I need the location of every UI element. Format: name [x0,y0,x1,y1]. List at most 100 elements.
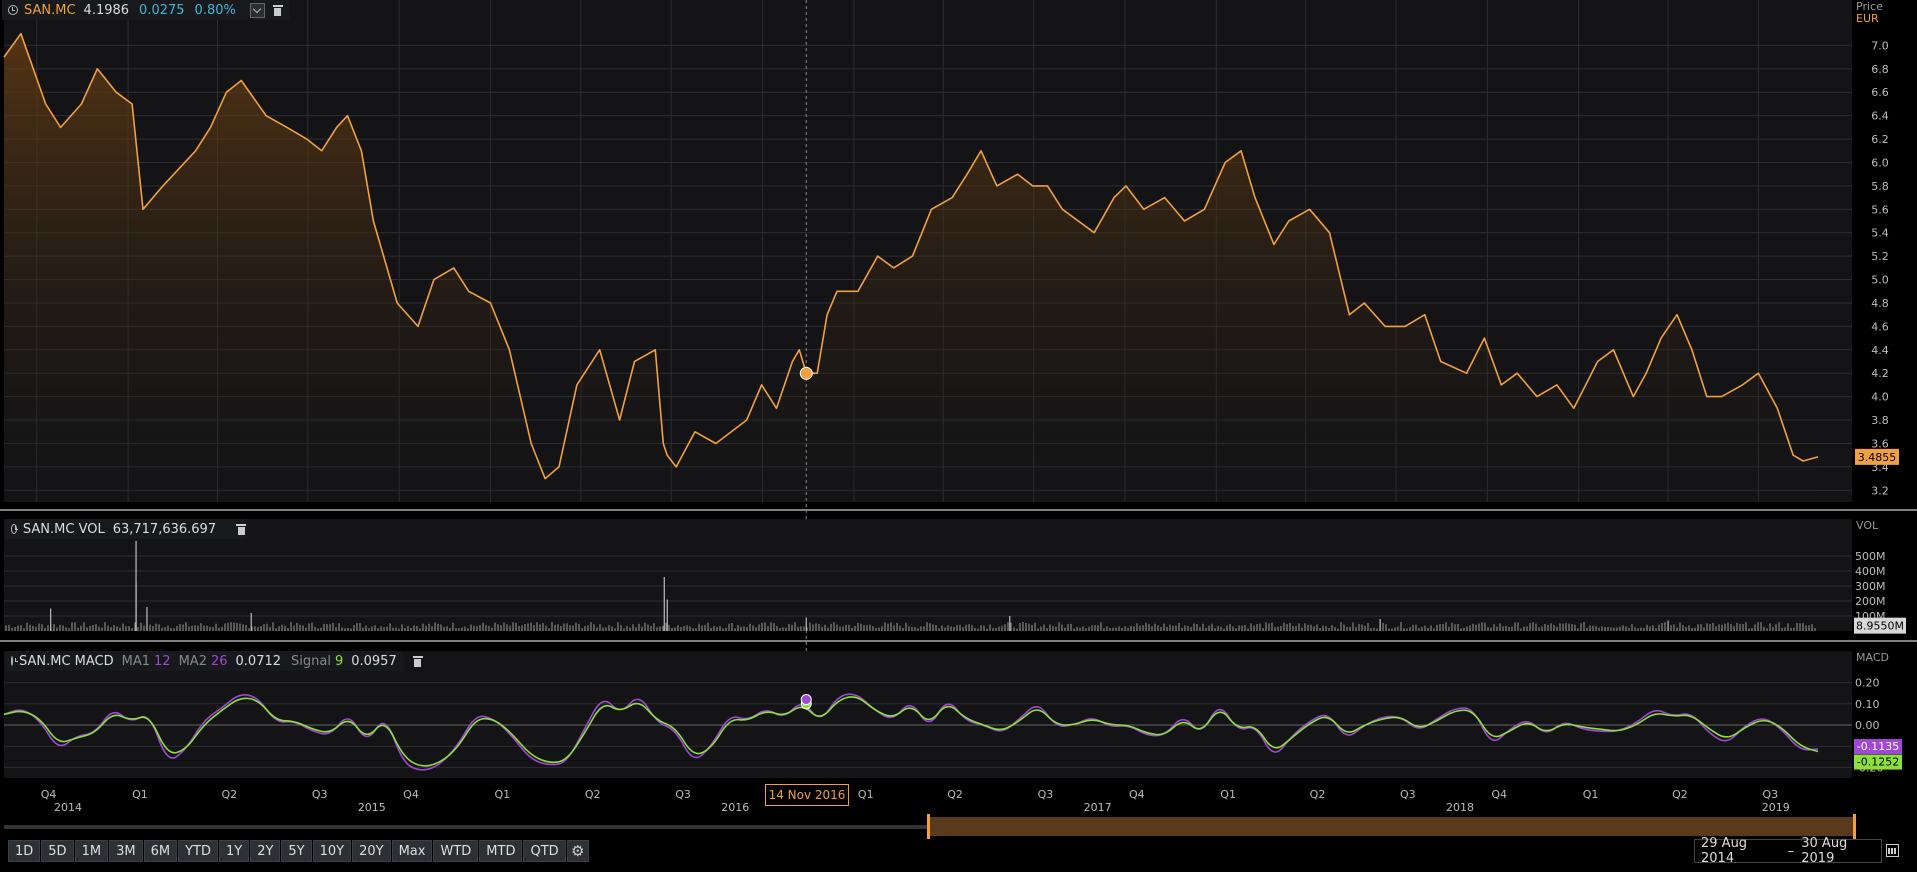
trash-icon[interactable] [272,4,283,16]
calendar-icon[interactable] [1884,841,1902,861]
period-button-20y[interactable]: 20Y [352,840,391,862]
macd-tick-label: 0.00 [1855,719,1880,732]
signal-value: 0.0957 [351,653,397,669]
quarter-tick-label: Q3 [675,788,691,801]
macd-label: SAN.MC MACD [19,653,114,669]
period-button-5y[interactable]: 5Y [281,840,312,862]
price-tick-label: 5.6 [1871,203,1889,216]
date-range-end[interactable]: 30 Aug 2019 [1801,836,1848,866]
volume-tick-label: 400M [1855,565,1886,578]
price-value: 4.1986 [83,2,130,18]
last-signal-label: -0.1252 [1857,756,1899,769]
price-panel[interactable]: 7.0 6.8 6.6 6.4 6.2 6.0 5.8 5.6 5.4 5.2 5.0 4.8 4.6 4… [0,0,1917,778]
quarter-tick-label: Q1 [858,788,874,801]
volume-tick-label: 500M [1855,550,1886,563]
period-button-1m[interactable]: 1M [74,840,109,862]
price-tick-label: 6.6 [1871,86,1889,99]
year-tick-label: 2019 [1762,801,1790,814]
crosshair-marker [800,694,812,706]
crosshair-marker [799,366,813,380]
quarter-tick-label: Q4 [41,788,57,801]
last-volume-badge [1854,617,1906,634]
range-navigator[interactable] [4,814,1856,839]
macd-panel[interactable]: 0.200.100.00-0.10-0.20-0.1135-0.1252 [0,640,1917,778]
volume-value: 63,717,636.697 [112,521,217,537]
price-change: 0.0275 [139,2,185,18]
volume-tick-label: 200M [1855,595,1886,608]
period-button-2y[interactable]: 2Y [250,840,281,862]
last-volume-label: 8.9550M [1856,620,1904,633]
quarter-tick-label: Q2 [585,788,601,801]
price-tick-label: 3.6 [1871,437,1889,450]
price-tick-label: 5.2 [1871,250,1889,263]
price-tick-label: 6.2 [1871,133,1889,146]
price-legend[interactable]: SAN.MC 4.1986 0.0275 0.80% [2,0,289,20]
quarter-tick-label: Q1 [132,788,148,801]
date-range-separator: – [1787,843,1795,859]
price-tick-label: 4.6 [1871,320,1889,333]
date-range-field[interactable]: 29 Aug 2014 – 30 Aug 2019 [1694,836,1882,866]
crosshair-date-label: 14 Nov 2016 [765,784,849,806]
last-signal-badge [1854,754,1902,770]
period-button-1d[interactable]: 1D [8,840,41,862]
price-tick-label: 4.2 [1871,367,1889,380]
year-tick-label: 2014 [54,801,82,814]
year-tick-label: 2015 [358,801,386,814]
period-button-6m[interactable]: 6M [143,840,178,862]
volume-plot-area[interactable] [4,519,1852,631]
year-tick-label: 2016 [721,801,749,814]
volume-axis-title: VOL [1856,519,1879,532]
x-axis: Q4Q1Q2Q3Q4Q1Q2Q3Q4Q1Q2Q3Q4Q1Q2Q3Q4Q1Q2Q3… [0,778,1917,816]
period-button-ytd[interactable]: YTD [178,840,218,862]
year-tick-label: 2017 [1084,801,1112,814]
price-symbol: SAN.MC [24,2,76,18]
signal-series-line[interactable] [3,696,1819,767]
period-button-10y[interactable]: 10Y [312,840,352,862]
period-button-1y[interactable]: 1Y [218,840,250,862]
macd-plot-area[interactable] [4,651,1852,778]
ma2-value: 26 [210,653,228,669]
price-tick-label: 7.0 [1871,39,1889,52]
period-button-3m[interactable]: 3M [109,840,143,862]
price-area-fill [4,33,1818,502]
signal-period: 9 [334,653,344,669]
period-button-qtd[interactable]: QTD [523,840,566,862]
price-tick-label: 5.0 [1871,274,1889,287]
quarter-tick-label: Q3 [1400,788,1416,801]
quarter-tick-label: Q4 [1491,788,1507,801]
quarter-tick-label: Q2 [1672,788,1688,801]
price-tick-label: 4.4 [1871,344,1889,357]
price-tick-label: 6.0 [1871,156,1889,169]
period-button-wtd[interactable]: WTD [433,840,479,862]
navigator-handle-left[interactable] [927,814,930,839]
signal-label: Signal [291,653,331,669]
last-macd-badge [1854,739,1902,755]
period-button-mtd[interactable]: MTD [479,840,523,862]
period-button-max[interactable]: Max [391,840,433,862]
trash-icon[interactable] [236,523,246,535]
macd-tick-label: 0.20 [1855,677,1880,690]
volume-tick-label: 300M [1855,580,1886,593]
period-toolbar: 1D 5D 1M 3M 6M YTD 1Y 2Y 5Y 10Y 20Y Max … [8,840,589,862]
navigator-handle-right[interactable] [1853,814,1856,839]
chevron-down-icon[interactable] [249,2,265,18]
navigator-selection[interactable] [929,817,1855,836]
price-axis-title: Price [1856,0,1883,13]
price-axis-unit: EUR [1856,12,1879,25]
volume-legend[interactable]: SAN.MC VOL 63,717,636.697 [5,519,247,539]
last-price-label: 3.4855 [1858,451,1897,464]
clock-icon [11,524,18,534]
period-button-5d[interactable]: 5D [41,840,74,862]
date-range-start[interactable]: 29 Aug 2014 [1701,836,1748,866]
quarter-tick-label: Q3 [312,788,328,801]
navigator-track [4,825,929,829]
price-series-line[interactable] [3,32,1819,480]
volume-label: SAN.MC VOL [22,521,105,537]
macd-legend[interactable]: SAN.MC MACD MA1 12 MA2 26 0.0712 Signal … [5,651,423,671]
price-tick-label: 3.8 [1871,414,1889,427]
year-tick-label: 2018 [1446,801,1474,814]
gear-icon[interactable]: ⚙ [566,840,589,862]
quarter-tick-label: Q1 [1220,788,1236,801]
